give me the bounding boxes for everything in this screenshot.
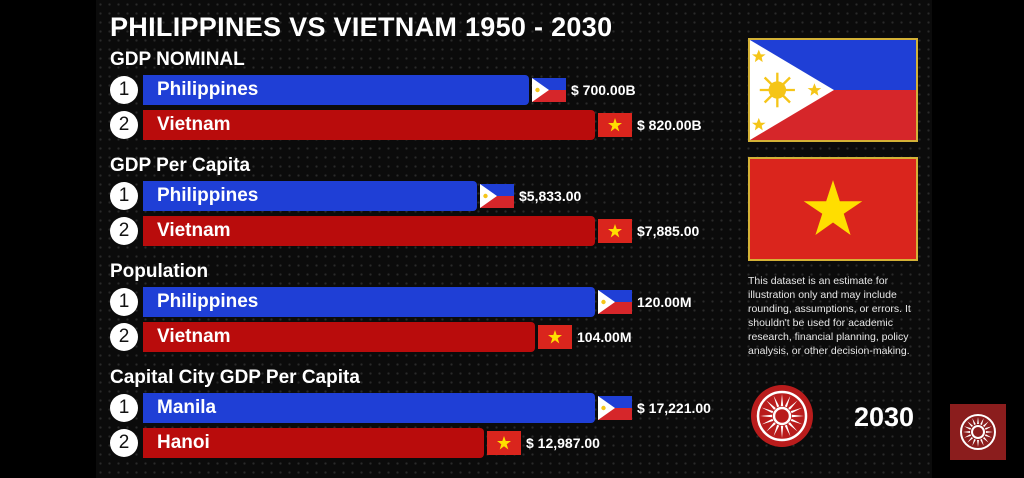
section-title: GDP NOMINAL [110, 49, 245, 70]
philippines-large-flag-icon [748, 38, 918, 142]
rank-badge: 2 [110, 323, 138, 351]
year-label: 2030 [854, 402, 915, 432]
section-title: GDP Per Capita [110, 155, 251, 176]
value-label: 120.00M [637, 294, 692, 310]
vietnam-flag-icon [598, 219, 632, 243]
vietnam-flag-icon [598, 113, 632, 137]
section-title: Population [110, 261, 209, 282]
vietnam-flag-icon [538, 325, 572, 349]
sun-emblem-icon [960, 414, 996, 450]
sun-emblem-icon [751, 385, 813, 447]
value-label: $5,833.00 [519, 188, 582, 204]
vietnam-large-flag-icon [748, 157, 918, 261]
section-title: Capital City GDP Per Capita [110, 367, 360, 388]
rank-badge: 1 [110, 76, 138, 104]
bar-vietnam: Vietnam [143, 216, 595, 246]
bar-hanoi: Hanoi [143, 428, 484, 458]
rank-badge: 1 [110, 182, 138, 210]
value-label: $ 17,221.00 [637, 400, 711, 416]
bar-manila: Manila [143, 393, 595, 423]
rank-badge: 1 [110, 394, 138, 422]
philippines-flag-icon [480, 184, 514, 208]
disclaimer-text: This dataset is an estimate for illustra… [748, 275, 911, 357]
page-title: PHILIPPINES VS VIETNAM 1950 - 2030 [110, 12, 613, 42]
value-label: $ 12,987.00 [526, 435, 600, 451]
corner-logo[interactable] [950, 404, 1006, 460]
bar-philippines: Philippines [143, 181, 477, 211]
rank-badge: 2 [110, 429, 138, 457]
bar-philippines: Philippines [143, 287, 595, 317]
value-label: $ 700.00B [571, 82, 636, 98]
rank-badge: 2 [110, 111, 138, 139]
bar-vietnam: Vietnam [143, 322, 535, 352]
rank-badge: 2 [110, 217, 138, 245]
vietnam-flag-icon [487, 431, 521, 455]
value-label: 104.00M [577, 329, 632, 345]
bar-philippines: Philippines [143, 75, 529, 105]
bar-vietnam: Vietnam [143, 110, 595, 140]
philippines-flag-icon [598, 290, 632, 314]
philippines-flag-icon [598, 396, 632, 420]
philippines-flag-icon [532, 78, 566, 102]
value-label: $ 820.00B [637, 117, 702, 133]
value-label: $7,885.00 [637, 223, 700, 239]
rank-badge: 1 [110, 288, 138, 316]
